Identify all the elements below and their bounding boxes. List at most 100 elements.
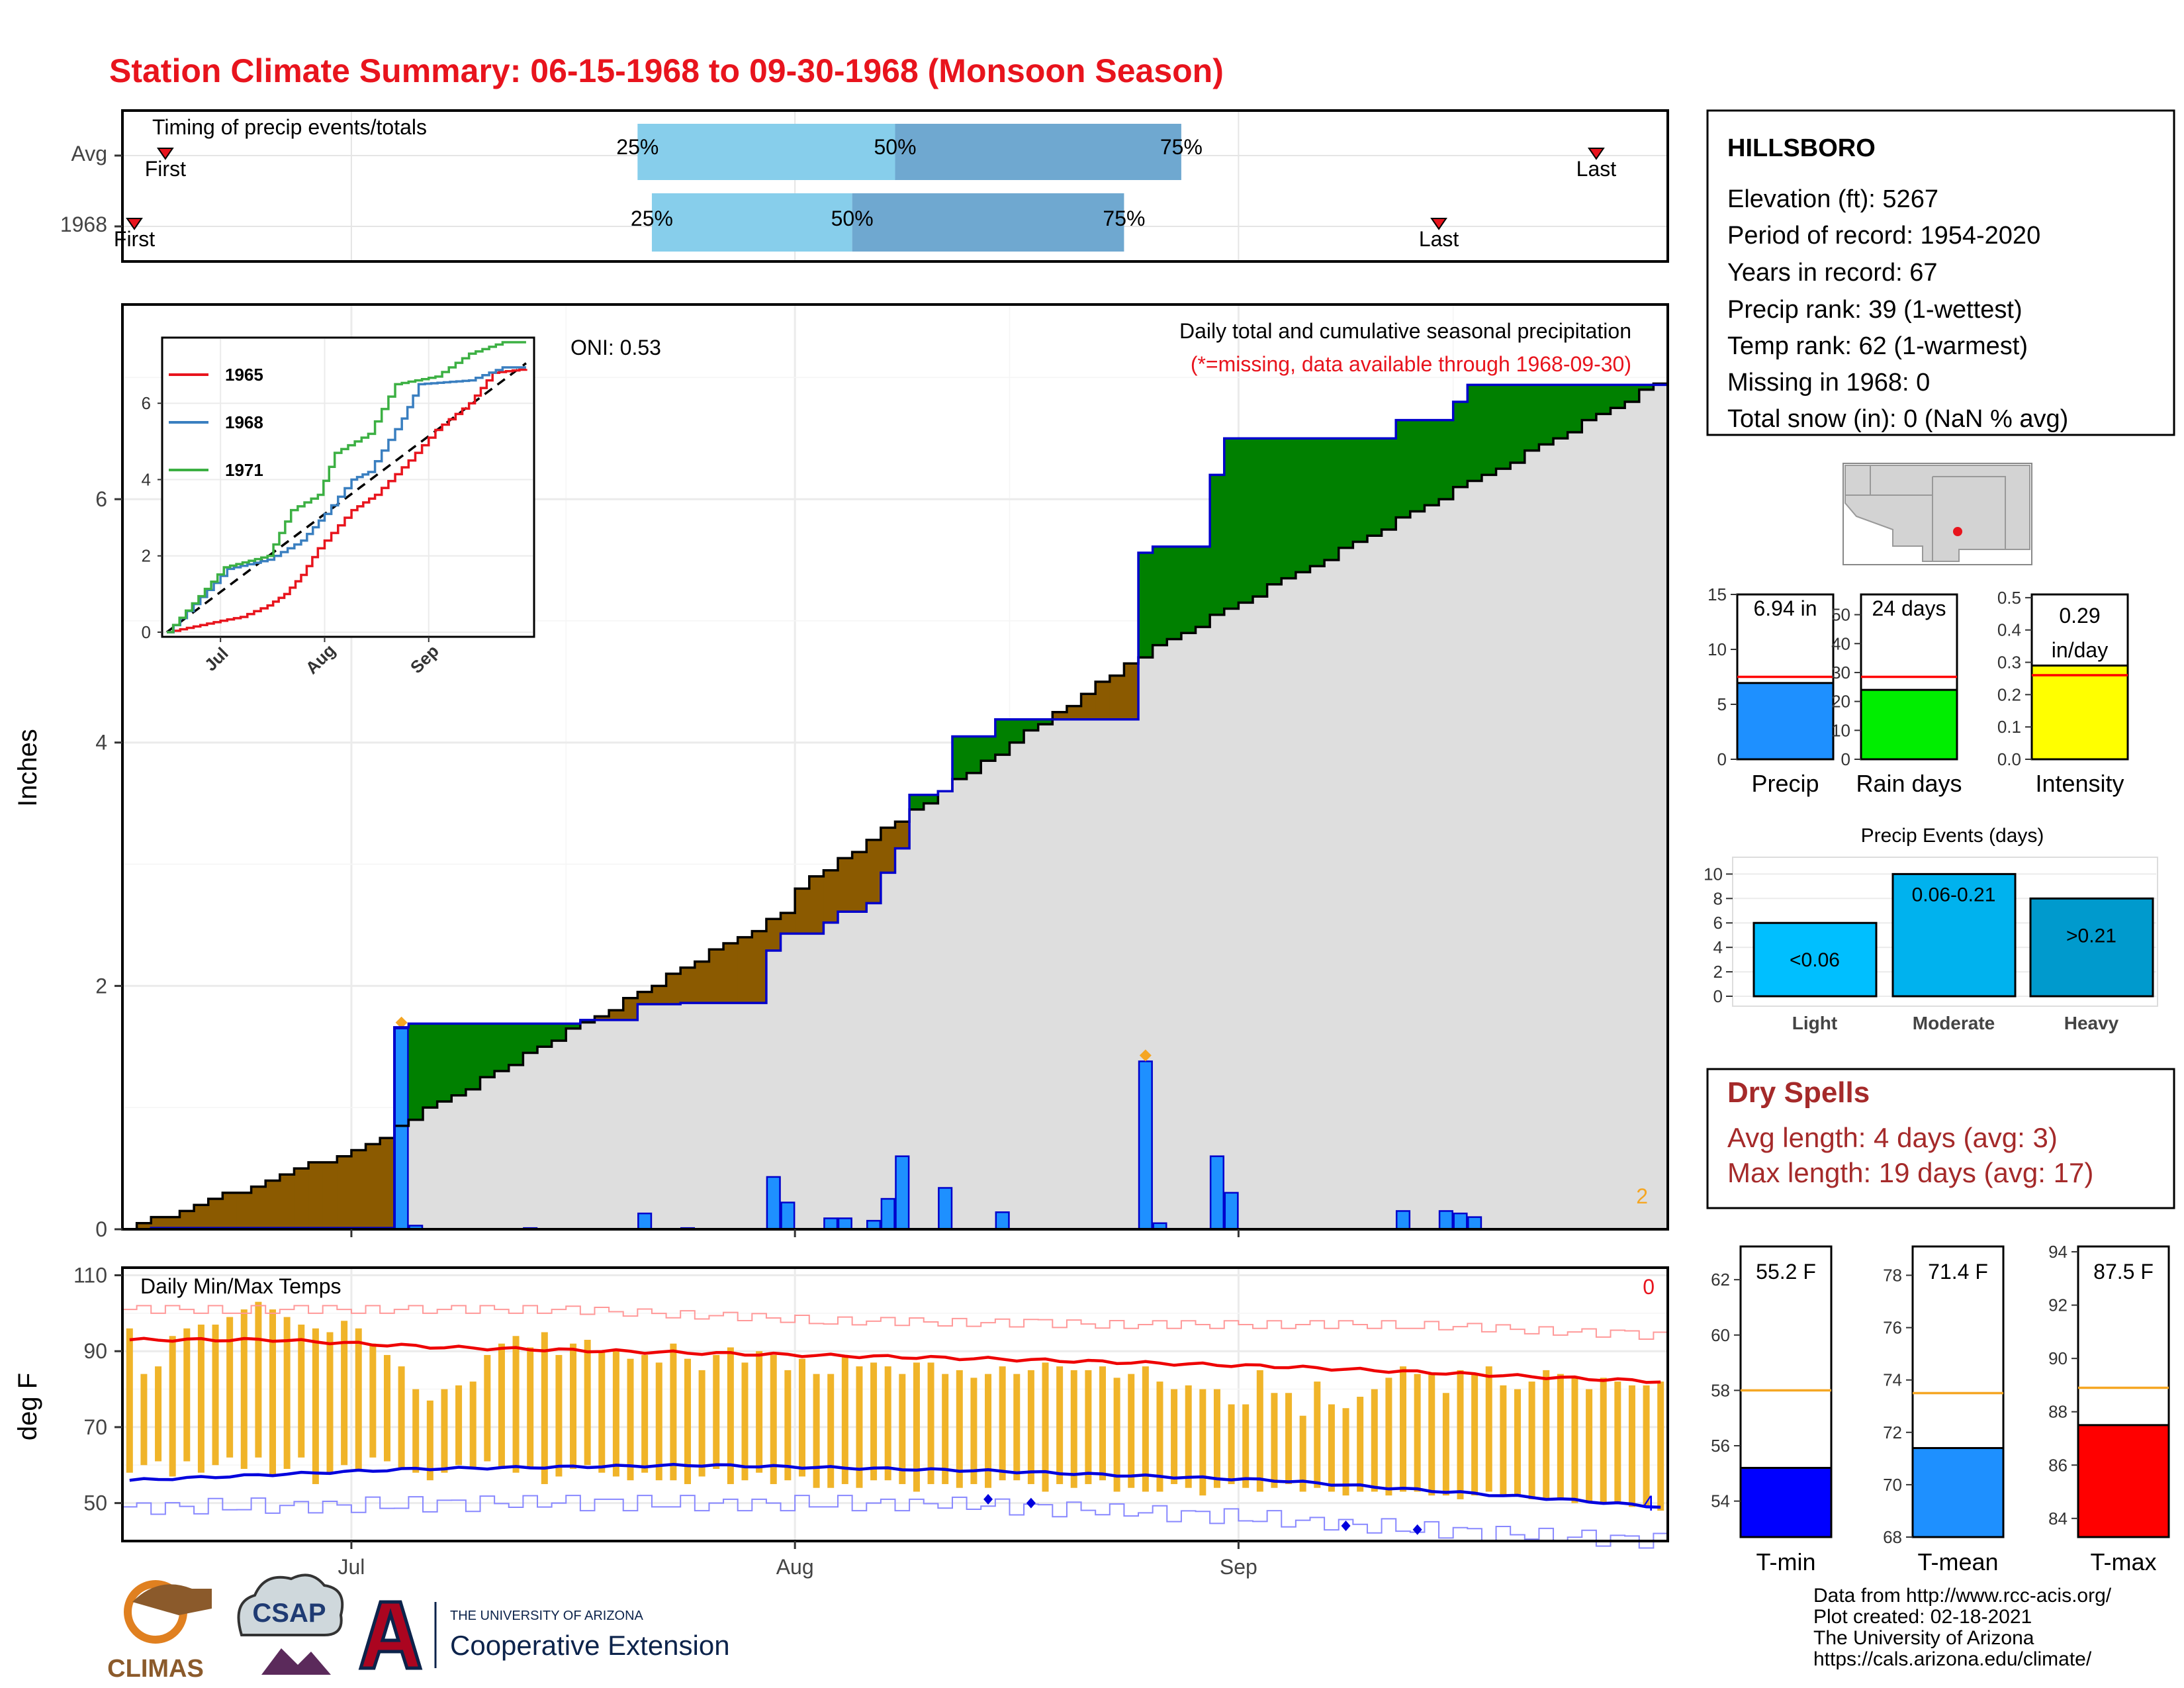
x-tick-label: Sep — [1220, 1555, 1257, 1579]
record-low-line — [122, 1495, 1668, 1549]
temp-daily-range-bar — [1485, 1366, 1492, 1492]
precip-daily-bar — [1438, 1210, 1453, 1231]
temp-daily-range-bar — [541, 1332, 548, 1484]
temp-daily-range-bar — [913, 1362, 920, 1492]
temp-daily-range-bar — [1027, 1370, 1034, 1484]
temp-daily-range-bar — [1400, 1366, 1407, 1492]
precip-surplus-area — [408, 1023, 424, 1120]
precip-surplus-area — [1596, 385, 1612, 414]
temp-summary-bar-label: T-min — [1756, 1548, 1816, 1575]
timing-row-1968-label: 1968 — [60, 212, 107, 236]
temp-y-tick-label: 50 — [83, 1491, 107, 1515]
summary-y-tick-label: 0.4 — [1997, 620, 2021, 640]
temp-daily-range-bar — [1371, 1389, 1378, 1492]
precip-normal-area — [480, 1077, 495, 1229]
oni-label: ONI: 0.53 — [570, 336, 661, 359]
precip-panel: 0 2 4 6 Inches ONI: 0.53 Daily total and cu… — [13, 303, 1669, 1241]
timing-q25-label: 25% — [616, 135, 659, 159]
precip-normal-area — [537, 1047, 553, 1229]
precip-normal-area — [694, 1003, 709, 1229]
temp-daily-range-bar — [1199, 1389, 1206, 1496]
temp-daily-range-bar — [1113, 1378, 1120, 1492]
last-event-label: Last — [1419, 227, 1459, 251]
record-low-marker-icon — [983, 1493, 993, 1505]
temp-daily-range-bar — [1557, 1374, 1564, 1499]
temp-daily-range-bar — [999, 1366, 1006, 1481]
summary-y-tick-label: 0.2 — [1997, 684, 2021, 704]
temp-daily-range-bar — [813, 1374, 820, 1488]
temp-daily-range-bar — [856, 1366, 863, 1488]
x-tick-label: Jul — [338, 1555, 365, 1579]
precip-panel-frame — [121, 303, 1669, 1231]
summary-value-label: in/day — [2052, 638, 2108, 662]
precip-fill-areas — [136, 383, 1668, 1230]
x-axis: Jul Aug Sep — [338, 1541, 1257, 1579]
inset-line-1971 — [167, 341, 526, 633]
temp-daily-range-bar — [512, 1336, 520, 1473]
precip-deficit-area — [737, 937, 752, 1004]
precip-deficit-area — [322, 1162, 338, 1229]
temp-high-count: 0 — [1643, 1275, 1655, 1299]
inset-line-1968 — [167, 366, 526, 633]
precip-deficit-area — [380, 1138, 395, 1229]
precip-event-range-label: >0.21 — [2066, 925, 2116, 947]
summary-y-tick-label: 10 — [1831, 720, 1850, 740]
precip-normal-area — [1439, 499, 1454, 1230]
precip-daily-bar — [1395, 1210, 1411, 1231]
inset-legend-label: 1965 — [225, 365, 263, 385]
events-y-tick-label: 10 — [1704, 864, 1723, 884]
precip-daily-bar — [780, 1201, 796, 1231]
temp-daily-range-bar — [1156, 1382, 1163, 1492]
precip-surplus-area — [451, 1023, 467, 1096]
precip-surplus-area — [480, 1023, 495, 1078]
precip-normal-area — [1310, 566, 1325, 1229]
dry-spells-avg: Avg length: 4 days (avg: 3) — [1727, 1122, 2058, 1153]
summary-bar-label: Rain days — [1856, 770, 1962, 797]
precip-deficit-area — [179, 1211, 195, 1229]
temp-daily-range-bar — [1643, 1385, 1650, 1507]
csap-logo: CSAP — [237, 1573, 344, 1675]
precip-normal-area — [580, 1022, 595, 1229]
precip-normal-area — [1639, 389, 1654, 1229]
precip-normal-area — [966, 773, 981, 1229]
summary-y-tick-label: 5 — [1717, 694, 1727, 714]
precip-normal-area — [609, 1019, 624, 1229]
precip-daily-bar — [880, 1197, 895, 1231]
dry-spells-max: Max length: 19 days (avg: 17) — [1727, 1157, 2093, 1188]
temp-summary-y-tick-label: 90 — [2048, 1348, 2068, 1368]
temp-daily-range-bar — [1185, 1385, 1192, 1488]
precip-normal-area — [1181, 633, 1197, 1229]
precip-normal-area — [1567, 432, 1582, 1229]
precip-normal-area — [1195, 627, 1210, 1229]
precip-normal-area — [1338, 547, 1353, 1229]
precip-deficit-area — [795, 888, 810, 934]
precip-surplus-area — [981, 736, 996, 761]
temp-daily-range-bar — [698, 1370, 705, 1477]
temp-summary-y-tick-label: 94 — [2048, 1242, 2068, 1262]
precip-normal-area — [795, 933, 810, 1229]
precip-normal-area — [408, 1119, 424, 1229]
precip-surplus-area — [1024, 719, 1039, 731]
temp-daily-range-bar — [1600, 1378, 1607, 1503]
csap-mountain-icon — [261, 1648, 331, 1675]
precip-normal-area — [1081, 719, 1096, 1229]
temp-daily-range-bar — [1271, 1393, 1278, 1488]
timing-q75-label: 75% — [1160, 135, 1203, 159]
temp-daily-range-bar — [140, 1374, 148, 1466]
temp-daily-range-bar — [1171, 1389, 1178, 1484]
temp-low-count: 4 — [1643, 1491, 1655, 1515]
precip-deficit-area — [852, 852, 867, 912]
precip-normal-area — [1410, 511, 1425, 1229]
inset-y-tick-label: 0 — [142, 622, 151, 642]
temp-daily-range-bar — [970, 1378, 978, 1484]
precip-normal-area — [1381, 530, 1396, 1229]
summary-value-label: 0.29 — [2059, 604, 2100, 628]
temp-daily-range-bar — [355, 1328, 362, 1470]
summary-y-tick-label: 0.1 — [1997, 717, 2021, 737]
precip-normal-area — [1066, 719, 1082, 1229]
temp-summary-y-tick-label: 62 — [1711, 1270, 1730, 1289]
temp-daily-range-bar — [1314, 1382, 1321, 1488]
temp-y-axis: 50 70 90 110 — [73, 1263, 122, 1515]
temp-daily-range-bar — [956, 1370, 963, 1488]
